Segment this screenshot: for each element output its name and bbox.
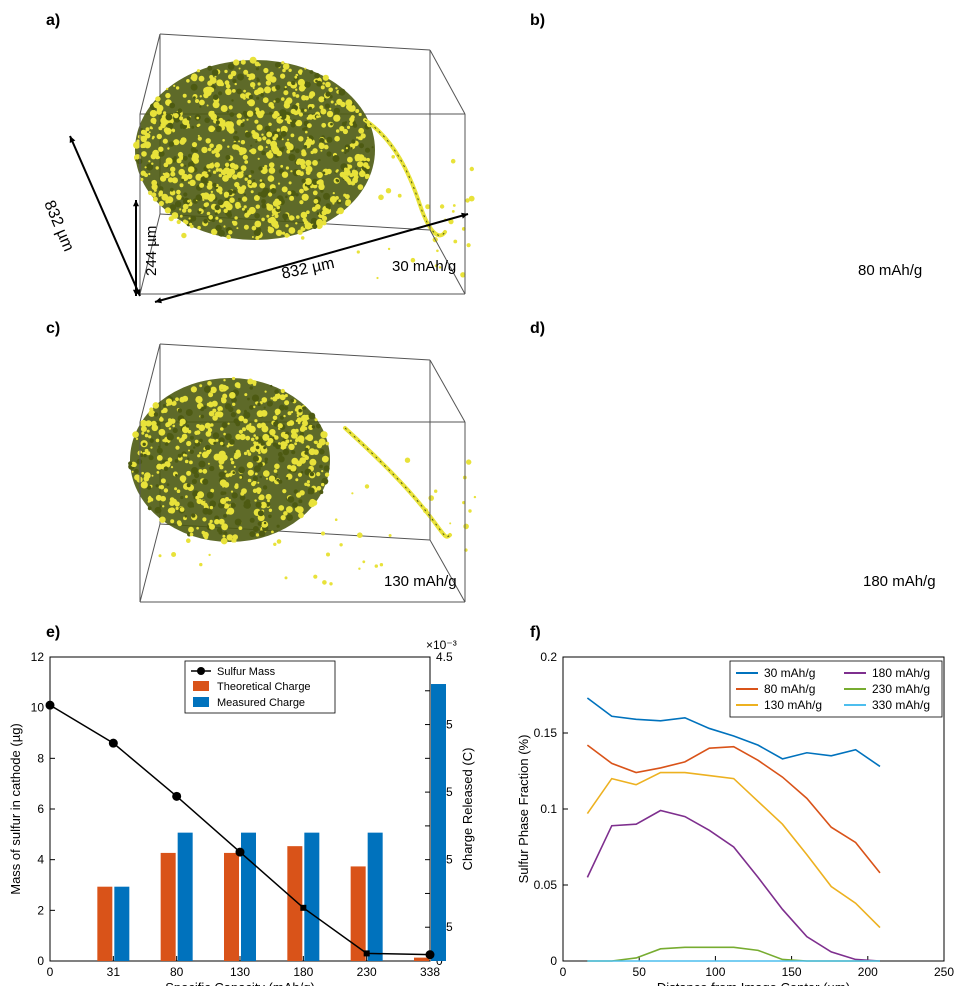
legend-label: 330 mAh/g <box>872 698 930 712</box>
series-line <box>586 744 881 874</box>
chart-e: 02468101200.511.522.533.544.503180130180… <box>8 638 475 986</box>
y-tick-label: 4 <box>37 853 44 867</box>
x-tick-label: 50 <box>633 965 647 979</box>
legend-label: Theoretical Charge <box>217 681 311 693</box>
chart-f: 0 0.05 0.1 0.15 0.2 0 50 100 150 200 250 30 mAh/g 80… <box>516 650 954 986</box>
capacity-label-d: 180 mAh/g <box>863 573 936 590</box>
y-tick-label: 0.1 <box>540 802 557 816</box>
x-tick-label: 80 <box>170 965 184 979</box>
dim-height-label: 244 µm <box>143 225 160 276</box>
x-axis-label: Distance from Image Center (µm) <box>657 980 850 986</box>
y-tick-label: 0 <box>37 954 44 968</box>
panel-label-f: f) <box>530 624 541 641</box>
x-tick-label: 0 <box>47 965 54 979</box>
series-line <box>586 771 881 929</box>
x-tick-label: 130 <box>230 965 250 979</box>
panel-label-d: d) <box>530 320 546 337</box>
y2-exponent: ×10⁻³ <box>426 638 457 652</box>
legend-label: 230 mAh/g <box>872 682 930 696</box>
y-axis-label: Sulfur Phase Fraction (%) <box>516 735 531 884</box>
point-sulfur-mass <box>300 904 307 911</box>
y-tick-label: 0.15 <box>534 726 558 740</box>
bar-measured <box>177 832 193 961</box>
y-tick-label: 8 <box>37 751 44 765</box>
series-line <box>586 697 881 768</box>
x-tick-label: 0 <box>560 965 567 979</box>
point-sulfur-mass <box>425 950 435 960</box>
y-tick-label: 10 <box>31 701 45 715</box>
y-tick-label: 6 <box>37 802 44 816</box>
x-tick-label: 100 <box>705 965 725 979</box>
y-tick-label: 2 <box>37 903 44 917</box>
panel-label-a: a) <box>46 12 61 29</box>
bar-theoretical <box>350 866 366 961</box>
point-sulfur-mass <box>172 791 182 801</box>
bar-measured <box>304 832 320 961</box>
point-sulfur-mass <box>45 700 55 710</box>
bar-theoretical <box>287 846 303 961</box>
legend-label: 130 mAh/g <box>764 698 822 712</box>
y-axis-label: Mass of sulfur in cathode (µg) <box>8 723 23 895</box>
y2-axis-label: Charge Released (C) <box>460 748 475 871</box>
legend-e: Sulfur Mass Theoretical Charge Measured Ch… <box>184 660 336 714</box>
legend-label: 30 mAh/g <box>764 666 815 680</box>
volume-render-d <box>480 310 960 615</box>
sulfur-particles <box>128 376 477 586</box>
legend-label: 180 mAh/g <box>872 666 930 680</box>
y2-tick-label: 4.5 <box>436 650 453 664</box>
x-tick-label: 230 <box>357 965 377 979</box>
y-tick-label: 0.05 <box>534 878 558 892</box>
legend-label: 80 mAh/g <box>764 682 815 696</box>
legend-f: 30 mAh/g 80 mAh/g 130 mAh/g 180 mAh/g 230 mA… <box>729 660 943 718</box>
x-tick-label: 200 <box>858 965 878 979</box>
bar-measured <box>431 684 446 961</box>
capacity-label-b: 80 mAh/g <box>858 262 923 279</box>
legend-label: Measured Charge <box>217 697 305 709</box>
sulfur-particles <box>133 56 475 280</box>
x-tick-label: 338 <box>420 965 440 979</box>
x-tick-label: 250 <box>934 965 954 979</box>
y-tick-label: 0.2 <box>540 650 557 664</box>
x-tick-label: 150 <box>782 965 802 979</box>
bar-theoretical <box>224 852 239 961</box>
bar-measured <box>114 886 130 961</box>
bar-theoretical <box>160 852 176 961</box>
point-sulfur-mass <box>363 950 370 957</box>
x-tick-label: 31 <box>107 965 121 979</box>
dimension-arrows <box>69 135 469 304</box>
point-sulfur-mass <box>108 738 118 748</box>
panel-label-c: c) <box>46 320 61 337</box>
volume-render-c <box>128 343 477 603</box>
x-tick-label: 180 <box>293 965 313 979</box>
y-tick-label: 0 <box>550 954 557 968</box>
volume-render-a <box>69 33 475 304</box>
legend-label: Sulfur Mass <box>217 666 276 678</box>
panel-label-e: e) <box>46 624 61 641</box>
point-sulfur-mass <box>235 847 245 857</box>
panel-label-b: b) <box>530 12 546 29</box>
x-axis-label: Specific Capacity (mAh/g) <box>165 980 315 986</box>
bar-measured <box>241 832 256 961</box>
bar-measured <box>367 832 383 961</box>
bar-theoretical <box>414 957 429 961</box>
bar-theoretical <box>97 886 113 961</box>
series-line <box>586 809 881 962</box>
y-tick-label: 12 <box>31 650 45 664</box>
capacity-label-a: 30 mAh/g <box>392 258 457 275</box>
capacity-label-c: 130 mAh/g <box>384 573 457 590</box>
